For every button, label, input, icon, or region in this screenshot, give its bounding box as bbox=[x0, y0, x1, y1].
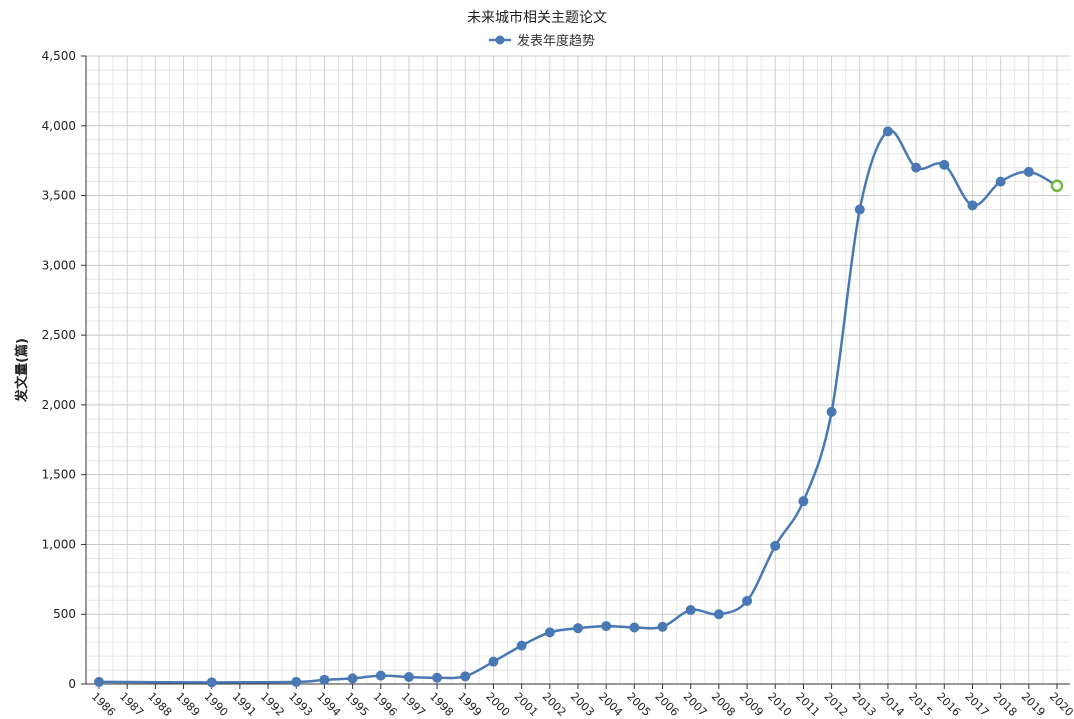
data-point[interactable] bbox=[601, 621, 612, 632]
data-point-highlighted[interactable] bbox=[1050, 179, 1064, 193]
data-point[interactable] bbox=[854, 204, 865, 215]
x-tick-label: 2002 bbox=[540, 690, 569, 719]
major-grid bbox=[86, 55, 1070, 685]
data-point[interactable] bbox=[713, 609, 724, 620]
x-tick-label: 2018 bbox=[991, 690, 1020, 719]
data-point[interactable] bbox=[995, 176, 1006, 187]
y-tick-label: 2,500 bbox=[42, 328, 76, 342]
x-tick-label: 2014 bbox=[878, 690, 907, 719]
data-point[interactable] bbox=[516, 640, 527, 651]
x-tick-label: 2008 bbox=[709, 690, 738, 719]
data-point[interactable] bbox=[94, 676, 104, 687]
x-tick-label: 2020 bbox=[1047, 690, 1074, 719]
y-tick-label: 3,000 bbox=[42, 258, 76, 272]
legend-label: 发表年度趋势 bbox=[517, 33, 595, 49]
y-axis-title: 发文量(篇) bbox=[14, 338, 30, 403]
data-point[interactable] bbox=[544, 627, 555, 638]
x-tick-label: 1994 bbox=[314, 690, 343, 719]
data-point[interactable] bbox=[770, 540, 781, 551]
x-tick-label: 2010 bbox=[765, 690, 794, 719]
x-tick-label: 2009 bbox=[737, 690, 766, 719]
data-point[interactable] bbox=[657, 621, 668, 632]
x-tick-label: 1996 bbox=[371, 690, 400, 719]
data-point[interactable] bbox=[375, 670, 386, 681]
data-point[interactable] bbox=[629, 622, 640, 633]
y-tick-label: 0 bbox=[68, 677, 76, 691]
data-point[interactable] bbox=[488, 656, 499, 667]
x-tick-label: 1989 bbox=[173, 690, 202, 719]
x-tick-label: 2019 bbox=[1019, 690, 1048, 719]
x-tick-label: 2005 bbox=[624, 690, 653, 719]
chart-title: 未来城市相关主题论文 bbox=[467, 9, 607, 26]
data-point[interactable] bbox=[882, 126, 893, 137]
x-tick-label: 1991 bbox=[230, 690, 259, 719]
data-point[interactable] bbox=[685, 605, 696, 616]
data-point[interactable] bbox=[432, 672, 443, 683]
x-tick-label: 2001 bbox=[512, 690, 541, 719]
data-point[interactable] bbox=[798, 496, 809, 507]
data-point[interactable] bbox=[319, 674, 330, 685]
x-tick-label: 2011 bbox=[793, 690, 822, 719]
x-tick-label: 2017 bbox=[962, 690, 991, 719]
y-tick-label: 3,500 bbox=[42, 189, 76, 203]
data-point[interactable] bbox=[460, 671, 471, 682]
data-point[interactable] bbox=[1023, 166, 1034, 177]
series-points bbox=[94, 126, 1064, 688]
data-point[interactable] bbox=[967, 200, 978, 211]
x-tick-label: 1986 bbox=[89, 690, 118, 719]
x-tick-label: 1995 bbox=[342, 690, 371, 719]
x-tick-label: 1997 bbox=[399, 690, 428, 719]
x-tick-label: 2000 bbox=[483, 690, 512, 719]
x-tick-label: 1993 bbox=[286, 690, 315, 719]
y-tick-label: 2,000 bbox=[42, 398, 76, 412]
x-tick-label: 1992 bbox=[258, 690, 287, 719]
x-tick-label: 2016 bbox=[934, 690, 963, 719]
data-point[interactable] bbox=[911, 162, 922, 173]
legend[interactable]: 发表年度趋势 bbox=[489, 33, 595, 49]
x-axis-ticks: 1986 1987 1988 1989 1990 1991 1992 1993 1994 1995… bbox=[89, 684, 1074, 719]
x-tick-label: 2004 bbox=[596, 690, 625, 719]
y-tick-label: 4,000 bbox=[42, 119, 76, 133]
data-point[interactable] bbox=[939, 159, 950, 170]
x-tick-label: 2013 bbox=[850, 690, 879, 719]
x-tick-label: 1998 bbox=[427, 690, 456, 719]
x-tick-label: 2012 bbox=[821, 690, 850, 719]
y-tick-label: 1,500 bbox=[42, 468, 76, 482]
x-tick-label: 1988 bbox=[145, 690, 174, 719]
data-point[interactable] bbox=[206, 677, 217, 688]
data-point[interactable] bbox=[347, 673, 358, 684]
x-tick-label: 2006 bbox=[652, 690, 681, 719]
data-point[interactable] bbox=[573, 623, 583, 634]
x-tick-label: 2015 bbox=[906, 690, 935, 719]
legend-dot-marker bbox=[495, 35, 505, 45]
x-tick-label: 1999 bbox=[455, 690, 484, 719]
y-tick-label: 1,000 bbox=[42, 537, 76, 551]
data-point[interactable] bbox=[291, 676, 302, 687]
y-tick-label: 4,500 bbox=[42, 49, 76, 63]
y-axis-ticks: 0 500 1,000 1,500 2,000 2,500 3,000 3,500 4,000 4… bbox=[42, 49, 86, 691]
data-point[interactable] bbox=[826, 406, 837, 417]
x-tick-label: 1990 bbox=[202, 690, 231, 719]
x-tick-label: 2007 bbox=[681, 690, 710, 719]
x-tick-label: 2003 bbox=[568, 690, 597, 719]
data-point[interactable] bbox=[403, 672, 414, 683]
data-point[interactable] bbox=[742, 595, 753, 606]
y-tick-label: 500 bbox=[53, 607, 76, 621]
x-tick-label: 1987 bbox=[117, 690, 146, 719]
